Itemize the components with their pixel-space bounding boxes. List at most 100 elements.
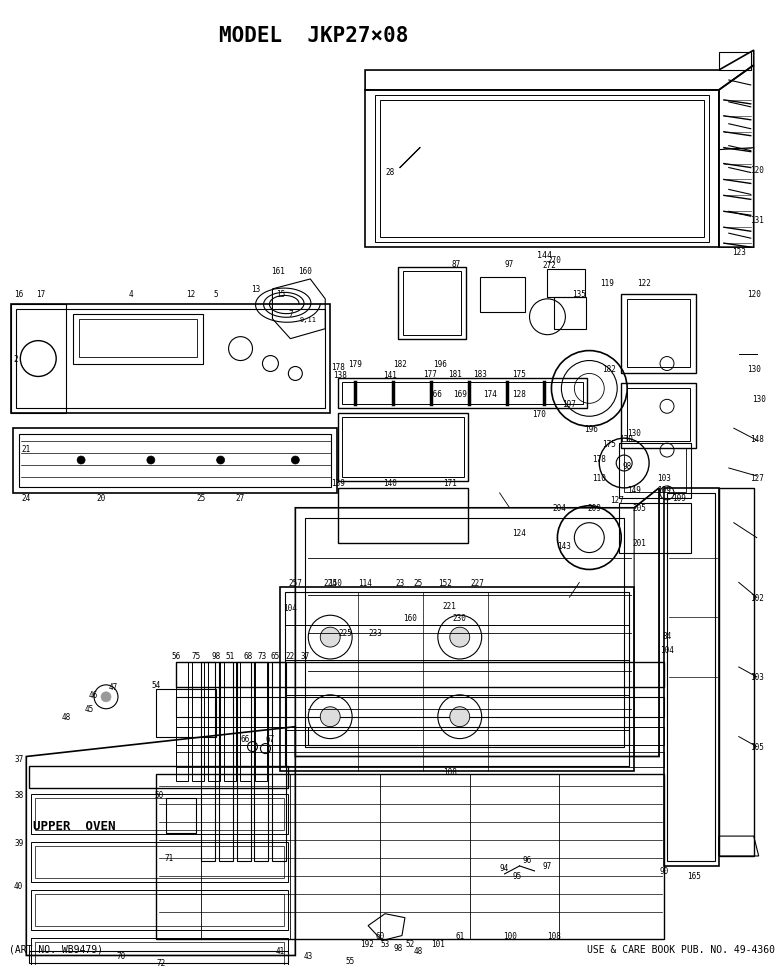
Text: 143: 143 [557,542,572,550]
Circle shape [320,628,340,647]
Bar [719,53,751,71]
Text: 48: 48 [413,946,423,955]
Text: 131: 131 [750,215,764,225]
Text: 175: 175 [513,369,527,379]
Text: 171: 171 [443,479,457,488]
Circle shape [450,707,470,727]
Text: 124: 124 [513,529,527,538]
Text: 16: 16 [14,290,24,299]
Text: 21: 21 [21,444,31,453]
Text: 221: 221 [443,601,457,610]
Text: 2: 2 [13,355,18,363]
Text: 100: 100 [503,931,517,940]
Text: 209: 209 [587,504,601,513]
Text: 224: 224 [323,578,337,587]
Bar [627,389,690,442]
Text: 114: 114 [358,578,372,587]
Text: 104: 104 [284,603,297,612]
Text: 160: 160 [403,613,417,622]
Text: 120: 120 [750,166,764,174]
Text: 128: 128 [513,390,527,398]
Text: 46: 46 [89,691,98,700]
Text: 27: 27 [236,494,245,503]
Bar [13,428,337,493]
Text: 135: 135 [572,290,586,299]
Bar [398,267,466,339]
Text: 95: 95 [513,871,522,881]
Text: 150: 150 [328,578,342,587]
Text: 225: 225 [338,628,352,637]
Text: 139: 139 [332,479,345,488]
Bar [240,662,252,782]
Bar [619,444,691,498]
Bar [35,893,285,925]
Text: 43: 43 [303,951,313,960]
Text: 120: 120 [747,290,760,299]
Text: 47: 47 [108,682,118,692]
Text: 138: 138 [333,370,347,380]
Bar [201,662,215,861]
Bar [281,588,634,771]
Text: 166: 166 [428,390,442,398]
Text: 205: 205 [632,504,646,513]
Text: 73: 73 [258,651,267,660]
Text: 110: 110 [593,474,606,483]
Text: 98: 98 [622,462,632,471]
Text: 24: 24 [22,494,31,503]
Bar [35,846,285,878]
Text: 204: 204 [553,504,566,513]
Bar [285,593,629,766]
Text: 50: 50 [154,790,163,799]
Bar [79,320,197,358]
Text: 196: 196 [433,359,447,368]
Bar [176,727,664,745]
Bar [621,295,696,374]
Text: 108: 108 [443,767,457,776]
Text: 227: 227 [470,578,485,587]
Text: 39: 39 [14,837,24,847]
Bar [73,315,203,364]
Text: 182: 182 [602,364,616,374]
Text: 201: 201 [632,539,646,547]
Text: 233: 233 [368,628,382,637]
Text: 61: 61 [456,931,464,940]
Text: 105: 105 [750,742,764,751]
Text: 160: 160 [299,267,312,276]
Bar [627,299,690,367]
Bar [255,662,268,861]
Text: USE & CARE BOOK PUB. NO. 49-4360: USE & CARE BOOK PUB. NO. 49-4360 [586,944,775,953]
Text: 68: 68 [244,651,253,660]
Text: 130: 130 [627,428,641,437]
Text: 104: 104 [660,645,674,654]
Circle shape [147,456,155,464]
Text: 25: 25 [196,494,205,503]
Text: 196: 196 [584,424,598,433]
Text: 71: 71 [164,854,173,862]
Text: 41: 41 [276,946,285,955]
Bar [11,304,330,414]
Text: 122: 122 [637,279,651,288]
Text: 7: 7 [288,310,292,319]
Text: 270: 270 [547,255,561,265]
Text: 90: 90 [659,866,669,876]
Text: 45: 45 [85,704,94,713]
Bar [380,101,704,238]
Text: 4: 4 [129,290,133,299]
Text: 149: 149 [627,485,641,495]
Bar [338,414,468,482]
Text: 127: 127 [750,474,764,483]
Text: 98: 98 [394,943,403,952]
Text: 53: 53 [380,939,390,948]
Text: 175: 175 [602,439,616,448]
Bar [223,662,235,782]
Text: 130: 130 [747,364,760,374]
Bar [480,278,524,312]
Bar [554,297,586,329]
Text: 170: 170 [532,409,546,419]
Text: 119: 119 [601,279,614,288]
Text: 179: 179 [348,359,362,368]
Text: 15: 15 [276,290,285,299]
Bar [156,689,216,736]
Bar [624,449,686,492]
Text: 177: 177 [423,369,437,379]
